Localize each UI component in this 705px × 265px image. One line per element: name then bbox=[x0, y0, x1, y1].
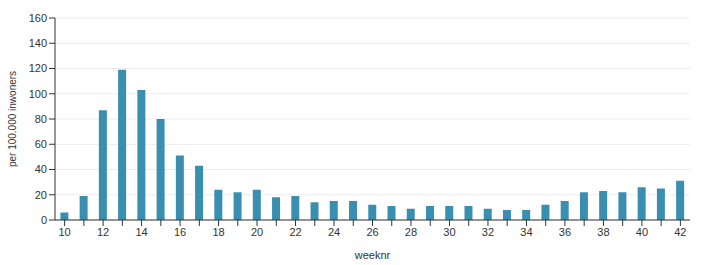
svg-text:10: 10 bbox=[58, 226, 70, 238]
svg-text:60: 60 bbox=[35, 138, 47, 150]
svg-text:100: 100 bbox=[29, 88, 47, 100]
svg-text:38: 38 bbox=[597, 226, 609, 238]
svg-text:32: 32 bbox=[482, 226, 494, 238]
svg-text:40: 40 bbox=[636, 226, 648, 238]
svg-text:18: 18 bbox=[212, 226, 224, 238]
svg-text:22: 22 bbox=[289, 226, 301, 238]
svg-text:12: 12 bbox=[97, 226, 109, 238]
svg-text:0: 0 bbox=[41, 214, 47, 226]
svg-text:34: 34 bbox=[520, 226, 532, 238]
svg-text:140: 140 bbox=[29, 37, 47, 49]
svg-text:26: 26 bbox=[366, 226, 378, 238]
svg-text:per 100.000 inwoners: per 100.000 inwoners bbox=[8, 71, 18, 167]
svg-text:120: 120 bbox=[29, 62, 47, 74]
svg-text:24: 24 bbox=[328, 226, 340, 238]
svg-text:80: 80 bbox=[35, 113, 47, 125]
svg-text:30: 30 bbox=[443, 226, 455, 238]
svg-text:42: 42 bbox=[674, 226, 686, 238]
svg-text:16: 16 bbox=[174, 226, 186, 238]
svg-text:20: 20 bbox=[35, 189, 47, 201]
svg-text:28: 28 bbox=[405, 226, 417, 238]
svg-text:160: 160 bbox=[29, 12, 47, 24]
svg-text:40: 40 bbox=[35, 163, 47, 175]
svg-text:weeknr: weeknr bbox=[354, 249, 391, 261]
svg-text:36: 36 bbox=[559, 226, 571, 238]
svg-text:20: 20 bbox=[251, 226, 263, 238]
svg-text:14: 14 bbox=[135, 226, 147, 238]
